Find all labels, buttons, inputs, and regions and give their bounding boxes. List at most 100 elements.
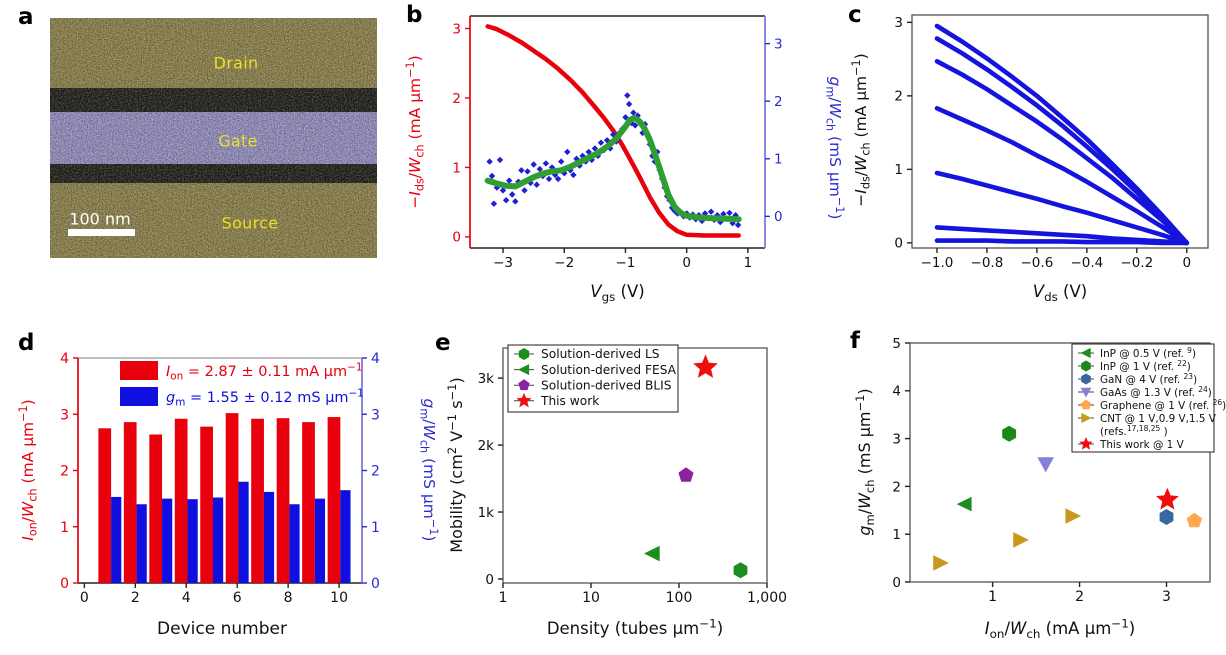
svg-text:−0.6: −0.6 bbox=[1021, 255, 1054, 271]
panel-c-letter: c bbox=[848, 2, 862, 28]
svg-text:3k: 3k bbox=[478, 371, 495, 387]
sem-micrograph: Drain Gate Source 100 nm bbox=[50, 18, 377, 258]
svg-text:3: 3 bbox=[894, 15, 903, 31]
svg-text:gm/Wch (mS µm−1): gm/Wch (mS µm−1) bbox=[417, 399, 440, 542]
svg-text:1: 1 bbox=[744, 255, 753, 271]
svg-text:1: 1 bbox=[499, 590, 508, 606]
svg-text:0: 0 bbox=[894, 236, 903, 252]
svg-text:Vgs (V): Vgs (V) bbox=[590, 282, 644, 304]
svg-text:Solution-derived BLIS: Solution-derived BLIS bbox=[541, 378, 672, 392]
svg-text:−2: −2 bbox=[554, 255, 574, 271]
svg-text:2k: 2k bbox=[478, 438, 495, 454]
svg-text:10: 10 bbox=[582, 590, 600, 606]
svg-text:gm/Wch (mS µm−1): gm/Wch (mS µm−1) bbox=[823, 77, 846, 220]
panel-d-chart: 0 2 4 6 8 10 0 1 2 3 4 0 1 2 3 4 Ion = 2.87 ± 0.11 mA µm… bbox=[17, 351, 440, 639]
svg-text:2: 2 bbox=[452, 91, 461, 107]
svg-text:0: 0 bbox=[452, 230, 461, 246]
sem-micrograph-image bbox=[50, 18, 377, 258]
svg-text:−0.8: −0.8 bbox=[971, 255, 1004, 271]
svg-text:10: 10 bbox=[330, 590, 348, 606]
scale-bar bbox=[68, 229, 135, 236]
svg-text:1: 1 bbox=[774, 152, 783, 168]
svg-text:−0.2: −0.2 bbox=[1120, 255, 1153, 271]
svg-text:1,000: 1,000 bbox=[747, 590, 787, 606]
svg-text:2: 2 bbox=[894, 89, 903, 105]
svg-text:Vds (V): Vds (V) bbox=[1033, 282, 1087, 304]
svg-text:GaN @ 4 V (ref. 23): GaN @ 4 V (ref. 23) bbox=[1100, 372, 1197, 386]
svg-text:2: 2 bbox=[60, 464, 69, 480]
svg-text:This work: This work bbox=[540, 394, 600, 408]
svg-text:1: 1 bbox=[60, 520, 69, 536]
svg-text:0: 0 bbox=[892, 575, 901, 591]
svg-text:5: 5 bbox=[892, 336, 901, 352]
sem-gate-label: Gate bbox=[218, 131, 258, 151]
svg-text:4: 4 bbox=[892, 384, 901, 400]
sem-noise-light bbox=[50, 18, 377, 258]
svg-text:CNT @ 1 V,0.9 V,1.5 V: CNT @ 1 V,0.9 V,1.5 V bbox=[1100, 413, 1217, 425]
svg-text:3: 3 bbox=[1162, 589, 1171, 605]
panel-b-chart: −3 −2 −1 0 1 0 1 2 3 0 1 2 3 Vgs (V) −Ids/Wch (mA µm−1… bbox=[404, 15, 846, 304]
svg-text:0: 0 bbox=[774, 209, 783, 225]
svg-text:Device number: Device number bbox=[157, 619, 287, 639]
svg-text:3: 3 bbox=[452, 21, 461, 37]
svg-text:−1.0: −1.0 bbox=[921, 255, 954, 271]
svg-text:1: 1 bbox=[371, 520, 380, 536]
svg-text:2: 2 bbox=[774, 94, 783, 110]
svg-text:2: 2 bbox=[371, 464, 380, 480]
svg-text:1: 1 bbox=[452, 160, 461, 176]
svg-text:−3: −3 bbox=[493, 255, 513, 271]
svg-text:−Ids/Wch (mA µm−1): −Ids/Wch (mA µm−1) bbox=[850, 53, 873, 206]
svg-text:1: 1 bbox=[988, 589, 997, 605]
svg-text:Graphene @ 1 V (ref. 26): Graphene @ 1 V (ref. 26) bbox=[1100, 398, 1226, 412]
svg-text:4: 4 bbox=[371, 351, 380, 367]
svg-text:Solution-derived FESA: Solution-derived FESA bbox=[541, 363, 677, 377]
panel-c-chart: −1.0 −0.8 −0.6 −0.4 −0.2 0 0 1 2 3 Vds (V) −Ids/Wch… bbox=[850, 14, 1209, 304]
svg-text:6: 6 bbox=[233, 590, 242, 606]
svg-text:3: 3 bbox=[371, 407, 380, 423]
panel-a-letter: a bbox=[18, 4, 34, 30]
svg-text:Ion/Wch (mA µm−1): Ion/Wch (mA µm−1) bbox=[17, 399, 40, 540]
sem-drain-label: Drain bbox=[213, 53, 259, 73]
panel-e-letter: e bbox=[435, 330, 451, 356]
svg-text:4: 4 bbox=[60, 351, 69, 367]
svg-text:3: 3 bbox=[774, 36, 783, 52]
svg-text:GaAs @ 1.3 V (ref. 24): GaAs @ 1.3 V (ref. 24) bbox=[1100, 385, 1212, 399]
svg-text:0: 0 bbox=[485, 572, 494, 588]
svg-text:1k: 1k bbox=[478, 505, 495, 521]
svg-text:−1: −1 bbox=[616, 255, 636, 271]
svg-text:2: 2 bbox=[1075, 589, 1084, 605]
svg-text:Ion/Wch (mA µm−1): Ion/Wch (mA µm−1) bbox=[985, 617, 1135, 641]
svg-text:Ion = 2.87 ± 0.11 mA µm−1: Ion = 2.87 ± 0.11 mA µm−1 bbox=[166, 362, 362, 383]
svg-text:1: 1 bbox=[894, 162, 903, 178]
svg-text:This work @ 1 V: This work @ 1 V bbox=[1099, 439, 1185, 451]
svg-text:gm = 1.55 ± 0.12 mS µm−1: gm = 1.55 ± 0.12 mS µm−1 bbox=[166, 388, 364, 409]
svg-text:2: 2 bbox=[131, 590, 140, 606]
svg-text:−Ids/Wch (mA µm−1): −Ids/Wch (mA µm−1) bbox=[404, 55, 427, 208]
svg-text:gm/Wch (mS µm−1): gm/Wch (mS µm−1) bbox=[853, 388, 877, 535]
svg-text:1: 1 bbox=[892, 527, 901, 543]
panel-f-letter: f bbox=[850, 328, 861, 354]
svg-text:100: 100 bbox=[666, 590, 693, 606]
scale-bar-label: 100 nm bbox=[69, 209, 131, 229]
svg-text:0: 0 bbox=[80, 590, 89, 606]
svg-text:Solution-derived LS: Solution-derived LS bbox=[541, 347, 660, 361]
svg-text:0: 0 bbox=[1182, 255, 1191, 271]
panel-f-chart: 1 2 3 0 1 2 3 4 5 InP @ 0.5 V (ref. 9)InP @ 1 V (… bbox=[853, 336, 1226, 641]
svg-text:Mobility (cm2 V−1 s−1): Mobility (cm2 V−1 s−1) bbox=[445, 377, 466, 552]
svg-text:3: 3 bbox=[892, 431, 901, 447]
svg-text:Density (tubes µm−1): Density (tubes µm−1) bbox=[547, 617, 723, 638]
panel-b-letter: b bbox=[406, 2, 423, 28]
panel-d-letter: d bbox=[18, 330, 35, 356]
svg-text:2: 2 bbox=[892, 479, 901, 495]
svg-text:−0.4: −0.4 bbox=[1070, 255, 1103, 271]
svg-text:InP @ 0.5 V (ref. 9): InP @ 0.5 V (ref. 9) bbox=[1100, 346, 1196, 360]
svg-text:0: 0 bbox=[60, 576, 69, 592]
svg-text:(refs.17,18,25 ): (refs.17,18,25 ) bbox=[1100, 424, 1168, 438]
svg-text:3: 3 bbox=[60, 407, 69, 423]
sem-source-label: Source bbox=[221, 213, 279, 233]
svg-text:4: 4 bbox=[182, 590, 191, 606]
panel-e-chart: 1 10 100 1,000 0 1k 2k 3k Solution-derived LS Sol… bbox=[445, 344, 787, 638]
svg-text:8: 8 bbox=[284, 590, 293, 606]
